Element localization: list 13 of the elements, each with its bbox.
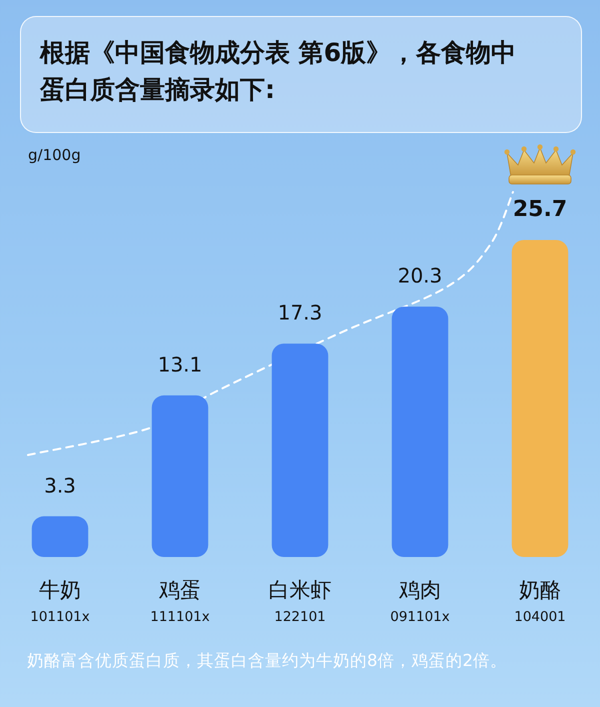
chart-title: 根据《中国食物成分表 第6版》，各食物中蛋白质含量摘录如下: [40,37,518,106]
data-label: 17.3 [278,300,322,325]
data-label: 13.1 [158,352,202,376]
x-tick-label: 牛奶 101101x [30,578,90,625]
data-label: 25.7 [512,197,568,222]
x-tick-label: 白米虾 122101 [268,578,332,625]
text: g/100g [28,146,81,164]
x-tick-label: 鸡蛋 111101x [150,578,210,625]
data-label: 3.3 [44,473,76,498]
data-label: 20.3 [398,264,442,288]
x-tick-label: 鸡肉 091101x [390,578,450,625]
text: 奶酪富含优质蛋白质，其蛋白含量约为牛奶的8倍，鸡蛋的2倍。 [27,650,507,672]
x-tick-label: 奶酪 104001 [514,578,566,625]
